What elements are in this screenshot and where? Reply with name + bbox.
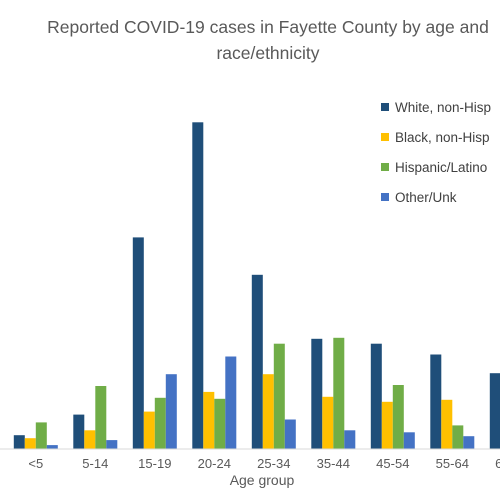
- bar-white-non-hispanic-2: [132, 237, 144, 449]
- legend-label: Hispanic/Latino: [395, 159, 488, 175]
- bar-other-unk-5: [344, 430, 356, 449]
- legend-swatch: [381, 133, 389, 141]
- bar-hispanic-latino-6: [392, 385, 404, 449]
- bar-white-non-hispanic-6: [370, 343, 382, 449]
- bar-other-unk-6: [403, 432, 415, 449]
- x-tick-label: 65-74: [495, 456, 500, 471]
- bar-white-non-hispanic-4: [251, 274, 263, 449]
- legend-label: White, non-Hisp: [395, 99, 492, 115]
- bar-black-non-hispanic-4: [262, 374, 274, 449]
- bar-other-unk-4: [284, 419, 296, 449]
- bar-black-non-hispanic-6: [381, 401, 393, 449]
- chart-title: Reported COVID-19 cases in Fayette Count…: [0, 14, 500, 66]
- legend-item: Hispanic/Latino: [381, 152, 491, 182]
- x-tick-label: <5: [28, 456, 43, 471]
- bar-other-unk-0: [46, 445, 58, 449]
- x-tick-label: 55-64: [436, 456, 469, 471]
- bar-other-unk-3: [225, 356, 237, 449]
- chart-title-line-2: race/ethnicity: [216, 43, 320, 63]
- legend-item: Black, non-Hisp: [381, 122, 491, 152]
- bar-hispanic-latino-5: [333, 337, 345, 449]
- chart-title-line-1: Reported COVID-19 cases in Fayette Count…: [47, 17, 489, 37]
- bar-other-unk-2: [165, 374, 177, 449]
- x-tick-label: 20-24: [198, 456, 231, 471]
- bar-white-non-hispanic-3: [192, 122, 204, 450]
- bar-black-non-hispanic-2: [143, 411, 155, 449]
- legend-swatch: [381, 163, 389, 171]
- x-axis-title: Age group: [230, 472, 295, 488]
- bar-other-unk-7: [463, 436, 475, 449]
- x-tick-label: 15-19: [138, 456, 171, 471]
- bar-white-non-hispanic-1: [73, 414, 85, 449]
- legend-swatch: [381, 103, 389, 111]
- bar-white-non-hispanic-7: [430, 354, 442, 449]
- x-tick-label: 25-34: [257, 456, 290, 471]
- bar-black-non-hispanic-0: [24, 438, 36, 449]
- bar-hispanic-latino-3: [214, 398, 226, 449]
- bar-hispanic-latino-2: [154, 397, 166, 449]
- legend-item: Other/Unk: [381, 182, 491, 212]
- bar-hispanic-latino-0: [35, 422, 47, 449]
- legend: White, non-Hisp Black, non-Hisp Hispanic/L…: [381, 92, 491, 212]
- legend-item: White, non-Hisp: [381, 92, 491, 122]
- x-tick-label: 45-54: [376, 456, 409, 471]
- bar-hispanic-latino-1: [95, 386, 107, 449]
- bar-black-non-hispanic-3: [203, 391, 215, 449]
- bar-black-non-hispanic-5: [322, 396, 334, 449]
- bar-hispanic-latino-4: [273, 343, 285, 449]
- bar-white-non-hispanic-0: [13, 435, 25, 449]
- bar-black-non-hispanic-1: [84, 430, 96, 449]
- x-tick-label: 35-44: [317, 456, 350, 471]
- bar-other-unk-1: [106, 440, 118, 449]
- bar-group: [13, 122, 500, 450]
- legend-label: Other/Unk: [395, 189, 457, 205]
- x-tick-label: 5-14: [82, 456, 108, 471]
- bar-hispanic-latino-7: [452, 425, 464, 449]
- legend-swatch: [381, 193, 389, 201]
- legend-label: Black, non-Hisp: [395, 129, 490, 145]
- bar-white-non-hispanic-8: [489, 373, 500, 449]
- x-tick-labels: <5 5-14 15-19 20-24 25-34 35-44 45-54 55-64 65-7…: [28, 456, 500, 471]
- bar-black-non-hispanic-7: [441, 399, 453, 449]
- bar-white-non-hispanic-5: [311, 338, 323, 449]
